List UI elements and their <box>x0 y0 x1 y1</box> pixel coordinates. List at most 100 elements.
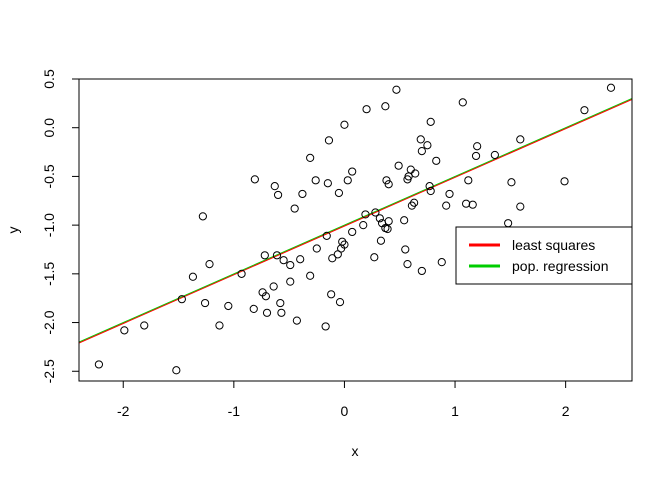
data-point <box>471 151 481 161</box>
data-point <box>384 217 393 226</box>
data-point <box>411 169 420 178</box>
legend-label-least-squares: least squares <box>512 237 595 253</box>
data-point <box>504 219 513 228</box>
data-point <box>423 141 432 150</box>
data-point <box>417 146 426 156</box>
data-point <box>328 254 337 263</box>
data-point <box>392 85 401 94</box>
data-point <box>406 165 415 174</box>
data-point <box>277 308 286 317</box>
data-point <box>260 251 269 260</box>
data-point <box>322 231 331 240</box>
data-point <box>473 142 482 151</box>
y-tick-label: 0.5 <box>41 69 57 89</box>
data-points <box>94 83 616 375</box>
data-point <box>437 258 446 267</box>
data-point <box>361 210 370 219</box>
regression-lines <box>79 98 632 344</box>
data-point <box>442 201 451 210</box>
y-tick-label: -2.5 <box>41 359 57 383</box>
data-point <box>250 175 259 184</box>
data-point <box>382 176 391 185</box>
data-point <box>516 135 525 144</box>
y-tick-label: -1.5 <box>41 262 57 286</box>
data-point <box>516 202 525 211</box>
data-point <box>371 208 380 217</box>
legend-box <box>455 226 633 285</box>
data-point <box>286 277 295 286</box>
data-point <box>298 189 307 199</box>
data-point <box>311 176 320 185</box>
data-point <box>458 98 467 107</box>
data-point <box>290 204 299 213</box>
data-point <box>560 177 569 186</box>
data-point <box>261 292 271 301</box>
data-point <box>343 176 352 185</box>
data-point <box>224 301 233 311</box>
legend-label-pop-regression: pop. regression <box>512 258 609 274</box>
data-point <box>279 256 288 265</box>
data-point <box>335 297 345 307</box>
data-point <box>348 167 357 176</box>
data-point <box>327 290 336 299</box>
data-point <box>306 153 315 163</box>
data-point <box>269 282 278 291</box>
data-point <box>120 326 129 335</box>
data-point <box>417 266 426 276</box>
data-point <box>296 255 305 264</box>
y-tick-label: -1.0 <box>41 213 57 237</box>
y-axis: -2.5 -2.0 -1.5 -1.0 -0.5 0.0 0.5 <box>41 69 80 383</box>
data-point <box>306 271 315 280</box>
data-point <box>237 269 246 278</box>
x-tick-label: 2 <box>562 403 570 419</box>
regression-line-least-squares <box>79 99 632 344</box>
data-point <box>334 188 344 198</box>
data-point <box>375 214 384 223</box>
legend: least squares pop. regression <box>455 226 633 285</box>
x-tick-label: -1 <box>228 403 241 419</box>
data-point <box>272 251 282 260</box>
y-tick-label: -2.0 <box>41 310 57 334</box>
data-point <box>403 259 412 269</box>
x-tick-label: -2 <box>117 403 130 419</box>
data-point <box>249 304 258 314</box>
data-point <box>580 106 589 115</box>
y-axis-label: y <box>5 227 21 234</box>
data-point <box>468 200 477 209</box>
x-axis-label: x <box>352 443 359 459</box>
data-point <box>425 182 434 191</box>
data-point <box>370 253 379 262</box>
data-point <box>381 102 390 111</box>
data-point <box>273 190 283 200</box>
data-point <box>321 322 330 331</box>
data-point <box>262 308 272 317</box>
data-point <box>340 240 349 249</box>
data-point <box>432 156 441 165</box>
data-point <box>198 212 207 221</box>
data-point <box>384 180 393 189</box>
data-point <box>507 178 516 187</box>
data-point <box>394 161 403 170</box>
y-tick-label: -0.5 <box>41 164 57 188</box>
data-point <box>401 245 410 254</box>
data-point <box>426 186 435 196</box>
regression-line-pop-regression <box>79 98 632 343</box>
data-point <box>400 216 409 225</box>
data-point <box>606 83 616 92</box>
data-point <box>376 236 386 245</box>
y-tick-label: 0.0 <box>41 118 57 138</box>
data-point <box>324 136 334 145</box>
data-point <box>340 120 349 129</box>
x-tick-label: 0 <box>341 403 349 419</box>
data-point <box>188 272 198 281</box>
data-point <box>359 221 368 230</box>
data-point <box>410 198 419 207</box>
data-point <box>312 244 321 253</box>
data-point <box>362 105 371 114</box>
data-point <box>286 260 295 270</box>
data-point <box>200 298 210 308</box>
data-point <box>292 316 301 325</box>
data-point <box>445 189 454 199</box>
data-point <box>215 321 224 330</box>
